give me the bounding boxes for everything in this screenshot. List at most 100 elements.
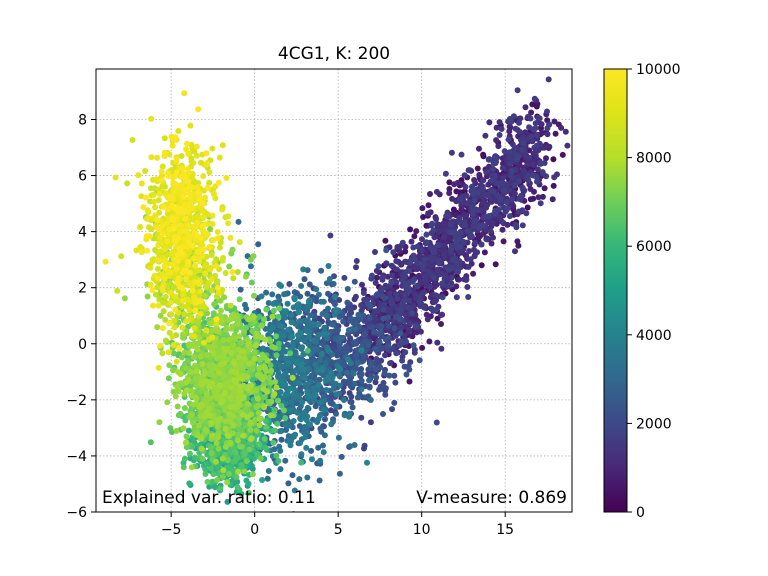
scatter-point [263, 424, 270, 431]
scatter-point [237, 388, 244, 395]
scatter-point [465, 294, 472, 300]
scatter-point [497, 196, 504, 203]
scatter-point [440, 234, 447, 241]
scatter-point [273, 384, 280, 391]
scatter-point [558, 124, 565, 131]
scatter-point [234, 484, 241, 491]
scatter-point [438, 345, 445, 352]
scatter-point [325, 347, 332, 354]
scatter-point [373, 346, 380, 353]
scatter-point [484, 236, 490, 243]
scatter-point [387, 360, 394, 367]
scatter-point [433, 306, 440, 313]
scatter-point [173, 427, 180, 434]
scatter-point [202, 471, 209, 477]
scatter-point [254, 372, 261, 379]
scatter-point [254, 395, 261, 402]
scatter-point [295, 301, 302, 308]
scatter-point [399, 357, 406, 364]
scatter-point [533, 142, 540, 149]
scatter-point [289, 333, 296, 340]
scatter-point [188, 411, 195, 418]
scatter-point [182, 365, 189, 372]
scatter-point [267, 412, 274, 419]
scatter-point [316, 477, 323, 484]
scatter-point [240, 348, 246, 355]
scatter-point [240, 393, 247, 400]
scatter-point [275, 397, 281, 404]
scatter-point [414, 243, 421, 250]
scatter-point [246, 360, 253, 367]
scatter-point [398, 260, 405, 267]
scatter-point [528, 133, 535, 140]
scatter-point [185, 427, 192, 434]
scatter-point [298, 361, 305, 368]
scatter-point [286, 407, 292, 414]
scatter-point [281, 407, 287, 414]
scatter-point [244, 414, 251, 421]
scatter-point [300, 366, 307, 373]
scatter-point [463, 192, 470, 199]
scatter-point [516, 178, 523, 185]
scatter-point [453, 260, 460, 267]
scatter-point [260, 386, 267, 392]
scatter-point [386, 372, 393, 379]
scatter-point [174, 403, 181, 410]
scatter-point [245, 489, 252, 496]
scatter-point [282, 355, 289, 362]
scatter-point [484, 201, 491, 208]
scatter-point [253, 387, 260, 394]
scatter-point [416, 299, 423, 305]
scatter-point [311, 321, 318, 328]
scatter-point [253, 427, 260, 434]
scatter-point [465, 264, 472, 270]
scatter-point [246, 446, 253, 453]
scatter-point [301, 337, 308, 344]
scatter-point [172, 393, 179, 400]
scatter-point [491, 172, 498, 179]
scatter-point [216, 369, 222, 376]
scatter-point [219, 397, 226, 404]
scatter-point [344, 286, 351, 292]
scatter-point [289, 374, 296, 381]
scatter-point [245, 480, 252, 487]
scatter-point [265, 468, 272, 474]
scatter-point [352, 293, 359, 300]
scatter-point [453, 283, 460, 290]
scatter-point [522, 104, 529, 111]
scatter-point [416, 357, 423, 364]
scatter-point [432, 292, 439, 299]
scatter-point [350, 370, 357, 377]
scatter-point [284, 389, 291, 395]
scatter-point [550, 182, 557, 189]
scatter-point [358, 414, 365, 421]
scatter-point [493, 124, 500, 131]
scatter-point [323, 312, 330, 319]
scatter-point [191, 362, 198, 369]
scatter-point [181, 405, 188, 411]
scatter-point [248, 462, 255, 469]
scatter-point [483, 168, 490, 175]
scatter-point [315, 331, 322, 338]
scatter-point [284, 300, 291, 307]
scatter-point [215, 409, 222, 416]
scatter-point [258, 293, 265, 300]
scatter-point [505, 136, 512, 143]
scatter-point [390, 249, 397, 256]
scatter-point [312, 392, 319, 398]
scatter-point [329, 351, 336, 358]
scatter-point [527, 115, 534, 122]
scatter-point [327, 407, 334, 414]
scatter-point [529, 101, 536, 108]
scatter-point [165, 375, 172, 382]
scatter-point [324, 335, 331, 342]
scatter-point [361, 327, 368, 333]
scatter-point [198, 417, 205, 424]
scatter-point [226, 411, 233, 417]
scatter-point [358, 366, 365, 372]
scatter-point [292, 351, 299, 357]
scatter-point [213, 365, 220, 372]
scatter-point [147, 439, 154, 446]
scatter-point [526, 154, 533, 161]
scatter-point [318, 267, 325, 274]
